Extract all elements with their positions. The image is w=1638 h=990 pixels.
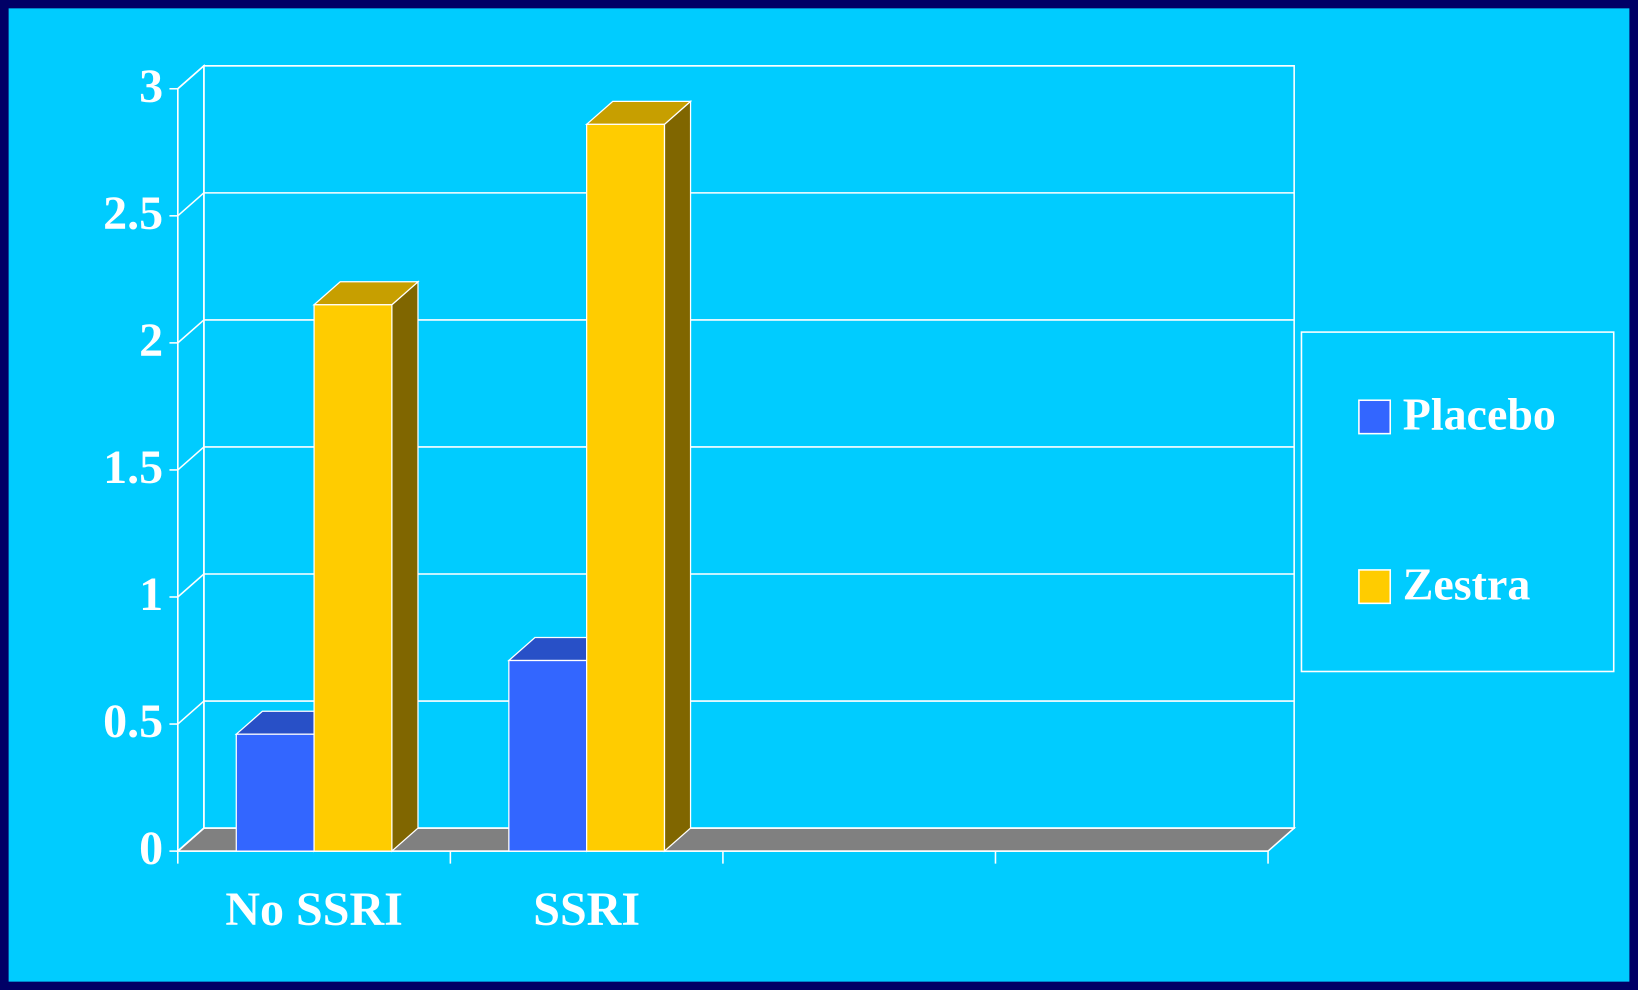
legend-box: [1300, 331, 1615, 673]
x-tick-label: No SSRI: [225, 883, 402, 936]
y-tick-label: 2.5: [103, 187, 163, 240]
grid-line: [177, 827, 205, 852]
y-tick-label: 0.5: [103, 695, 163, 748]
y-tick-label: 0: [139, 822, 163, 875]
bar-side: [663, 99, 692, 853]
y-tick-label: 2: [139, 314, 163, 367]
grid-line: [177, 192, 205, 217]
bar-side: [391, 280, 419, 853]
y-tick-label: 1: [139, 568, 163, 621]
grid-line: [177, 700, 205, 725]
bar: [235, 733, 315, 852]
x-tick-label: SSRI: [533, 883, 640, 936]
legend-swatch: [1358, 569, 1392, 605]
grid-line: [177, 573, 205, 598]
legend-label: Placebo: [1403, 389, 1556, 440]
grid-line: [177, 319, 205, 344]
bar: [508, 659, 588, 852]
bar: [586, 123, 666, 852]
legend-swatch: [1358, 399, 1392, 435]
grid-line: [177, 446, 205, 471]
legend-label: Zestra: [1403, 558, 1531, 609]
y-tick-label: 3: [139, 60, 163, 113]
grid-line: [177, 65, 205, 90]
bar: [313, 304, 393, 852]
y-tick-label: 1.5: [103, 441, 163, 494]
